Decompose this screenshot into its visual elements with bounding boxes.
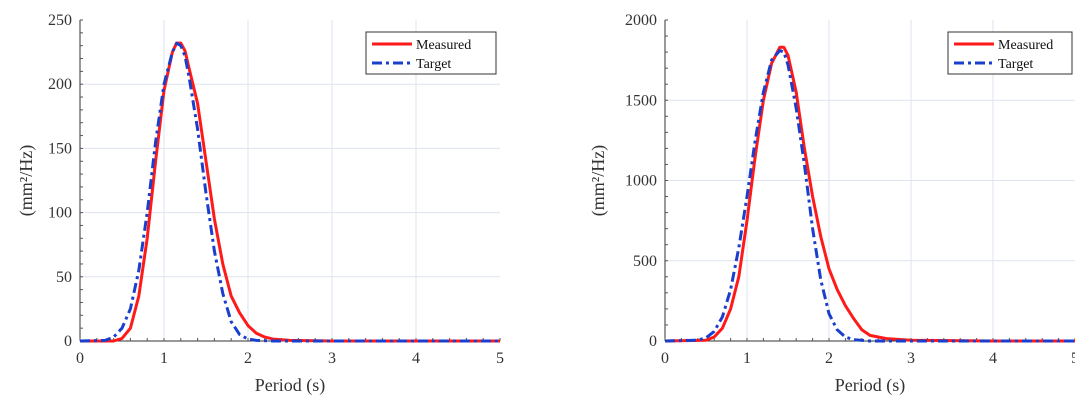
y-tick-label: 0 (649, 333, 657, 350)
series-line-target (665, 49, 1075, 343)
y-tick-label: 1000 (625, 173, 657, 190)
legend-label-measured: Measured (416, 38, 471, 53)
legend-label-target: Target (416, 57, 451, 72)
x-tick-label: 0 (661, 350, 669, 367)
x-axis-label: Period (s) (835, 375, 906, 396)
y-tick-label: 100 (48, 205, 72, 222)
y-tick-label: 1500 (625, 92, 657, 109)
y-tick-label: 150 (48, 140, 72, 157)
x-tick-label: 0 (76, 350, 84, 367)
y-tick-label: 250 (48, 12, 72, 29)
x-axis-label: Period (s) (255, 375, 326, 396)
y-tick-label: 500 (633, 253, 657, 270)
y-axis-label: (mm²/Hz) (16, 145, 37, 216)
x-tick-label: 2 (825, 350, 833, 367)
x-tick-label: 3 (328, 350, 336, 367)
x-tick-label: 2 (244, 350, 252, 367)
series-line-target (80, 41, 500, 343)
x-tick-label: 5 (1071, 350, 1075, 367)
legend: Measured Target (365, 31, 497, 75)
x-tick-label: 4 (412, 350, 420, 367)
y-tick-label: 50 (56, 269, 72, 286)
x-tick-label: 1 (160, 350, 168, 367)
legend-box (947, 31, 1073, 75)
legend-label-measured: Measured (998, 38, 1053, 53)
y-axis-label: (mm²/Hz) (588, 145, 609, 216)
y-tick-label: 0 (64, 333, 72, 350)
series-line-measured (665, 45, 1075, 343)
legend: Measured Target (947, 31, 1073, 75)
x-tick-label: 1 (743, 350, 751, 367)
x-tick-label: 5 (496, 350, 504, 367)
y-tick-label: 200 (48, 76, 72, 93)
legend-label-target: Target (998, 57, 1033, 72)
legend-box (365, 31, 497, 75)
x-tick-label: 3 (907, 350, 915, 367)
y-tick-label: 2000 (625, 12, 657, 29)
x-tick-label: 4 (989, 350, 997, 367)
series-line-measured (80, 41, 500, 343)
chart-2: 0 1 2 3 4 5 0 500 1000 1500 2000 Period (s) (mm²/Hz)… (588, 12, 1075, 396)
